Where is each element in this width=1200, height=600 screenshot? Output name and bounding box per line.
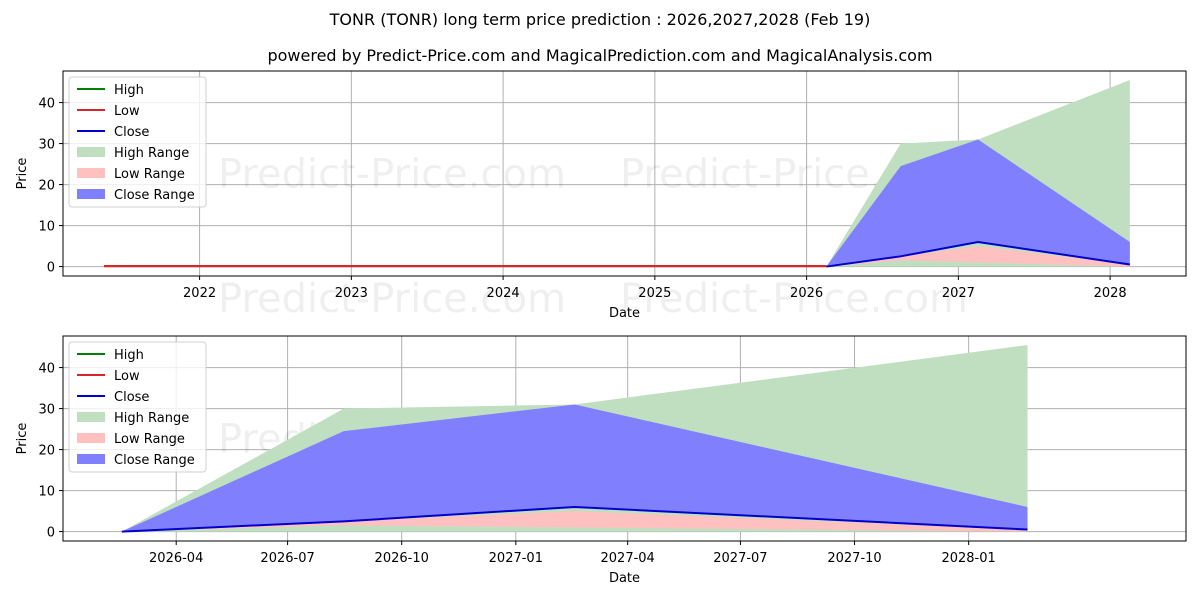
svg-text:2027-07: 2027-07	[713, 551, 767, 566]
legend-item-label: Close	[114, 390, 149, 405]
y-axis-ticks: 0 10 20 30 40	[38, 362, 63, 541]
close-range-area	[826, 139, 1130, 267]
x-axis-label: Date	[609, 306, 640, 321]
legend-item-label: Low Range	[114, 167, 185, 182]
svg-text:2025: 2025	[638, 286, 671, 301]
legend: High Low Close High Range Low Range Close Ran…	[68, 76, 207, 208]
svg-text:2027-10: 2027-10	[827, 551, 881, 566]
close-line	[826, 240, 1130, 268]
svg-text:2028: 2028	[1094, 286, 1127, 301]
legend: High Low Close High Range Low Range Close Ran…	[68, 341, 207, 473]
svg-text:Predict-Price.com: Predict-Price.com	[620, 276, 968, 322]
svg-text:2027-04: 2027-04	[601, 551, 655, 566]
plot-area	[121, 345, 1028, 533]
svg-text:40: 40	[38, 362, 55, 377]
bottom-chart-panel: Predict-Price.comPredict-Price.com2026-0…	[15, 335, 1187, 586]
close-line	[121, 505, 1028, 533]
legend-item-label: Low	[114, 104, 140, 119]
legend-item-label: High	[114, 83, 144, 98]
top-chart-panel: Predict-Price.com Predict-Price.com Predic…	[15, 70, 1187, 323]
svg-text:10: 10	[38, 485, 55, 500]
svg-text:20: 20	[38, 179, 55, 194]
svg-text:2026-07: 2026-07	[260, 551, 314, 566]
svg-text:20: 20	[38, 444, 55, 459]
svg-text:0: 0	[47, 261, 55, 276]
legend-item-label: High Range	[114, 146, 189, 161]
x-axis-ticks: 2022 2023 2024 2025 2026 2027 2028	[183, 276, 1127, 301]
svg-text:2027-01: 2027-01	[489, 551, 543, 566]
svg-text:0: 0	[47, 526, 55, 541]
low-range-area	[826, 246, 1130, 267]
svg-text:Predict-Price.com: Predict-Price.com	[218, 152, 566, 198]
legend-item-label: High	[114, 348, 144, 363]
svg-text:2026-04: 2026-04	[149, 551, 203, 566]
axes-frame	[62, 70, 1187, 277]
legend-item-label: Low	[114, 369, 140, 384]
legend-item-label: Close Range	[114, 188, 195, 203]
svg-text:10: 10	[38, 220, 55, 235]
svg-text:2028-01: 2028-01	[941, 551, 995, 566]
svg-text:30: 30	[38, 403, 55, 418]
svg-text:2026-10: 2026-10	[375, 551, 429, 566]
x-axis-label: Date	[609, 571, 640, 586]
svg-text:40: 40	[38, 97, 55, 112]
svg-text:2023: 2023	[335, 286, 368, 301]
y-axis-ticks: 0 10 20 30 40	[38, 97, 63, 276]
chart-subtitle: powered by Predict-Price.com and Magical…	[267, 46, 933, 65]
svg-text:30: 30	[38, 138, 55, 153]
low-range-area	[121, 511, 1028, 532]
axes-frame	[62, 335, 1187, 542]
svg-text:2027: 2027	[942, 286, 975, 301]
y-axis-label: Price	[15, 423, 30, 455]
legend-item-label: Close Range	[114, 453, 195, 468]
svg-text:2022: 2022	[183, 286, 216, 301]
legend-item-label: High Range	[114, 411, 189, 426]
svg-text:2024: 2024	[487, 286, 520, 301]
x-axis-ticks: 2026-04 2026-07 2026-10 2027-01 2027-04 2027-…	[149, 541, 996, 566]
close-range-area	[121, 404, 1028, 532]
legend-item-label: Close	[114, 125, 149, 140]
plot-area	[103, 80, 1130, 268]
svg-text:Predict-Price.com: Predict-Price.com	[218, 276, 566, 322]
watermark: Predict-Price.com Predict-Price.com Predic…	[218, 152, 968, 323]
legend-item-label: Low Range	[114, 432, 185, 447]
chart-title: TONR (TONR) long term price prediction :…	[329, 10, 871, 29]
y-axis-label: Price	[15, 158, 30, 190]
svg-text:2026: 2026	[790, 286, 823, 301]
